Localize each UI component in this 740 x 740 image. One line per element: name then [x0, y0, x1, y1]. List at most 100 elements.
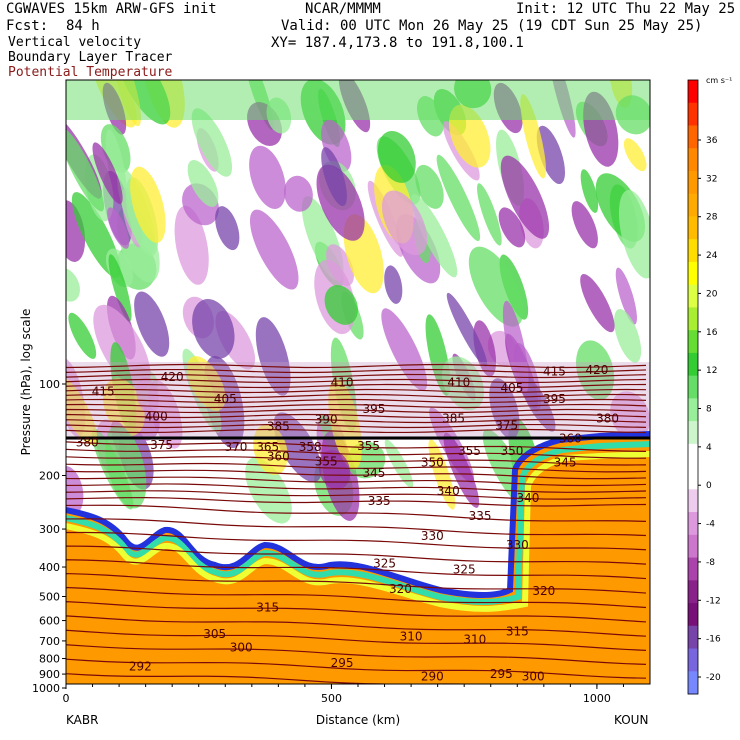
- isentrope-label: 335: [469, 509, 492, 523]
- isentrope-label: 355: [458, 444, 481, 458]
- fcst-value: 84 h: [66, 18, 100, 34]
- isentrope-label: 320: [532, 584, 555, 598]
- colorbar-swatch: [688, 534, 698, 559]
- colorbar-label: 20: [706, 289, 718, 299]
- cross-section-coords: XY= 187.4,173.8 to 191.8,100.1: [271, 35, 524, 51]
- velocity-blob: [449, 104, 491, 168]
- isentrope: [66, 601, 647, 623]
- y-tick-label: 100: [39, 378, 60, 391]
- isentrope-labels: 415 420 410 410 405 415 420 400 405 395 395 380 385 3…: [76, 363, 619, 683]
- isentrope: [66, 644, 647, 665]
- isentrope-label: 385: [442, 412, 465, 426]
- velocity-blob: [318, 450, 351, 490]
- valid-time: Valid: 00 UTC Mon 26 May 25 (19 CDT Sun …: [281, 18, 703, 34]
- velocity-blob: [623, 138, 647, 172]
- isentrope: [66, 658, 647, 679]
- colorbar-swatch: [688, 102, 698, 126]
- y-axis-label: Pressure (hPa), log scale: [19, 309, 33, 456]
- isentrope-label: 360: [267, 449, 290, 463]
- colorbar-swatch: [688, 603, 698, 627]
- isentrope-label: 295: [490, 667, 513, 681]
- colorbar-label: -16: [706, 635, 721, 645]
- colorbar-swatch: [688, 625, 698, 650]
- velocity-blob: [249, 145, 286, 209]
- isentrope-label: 400: [145, 410, 168, 424]
- isentrope: [66, 673, 490, 684]
- isentrope: [66, 629, 647, 651]
- y-tick-label: 1000: [32, 682, 60, 695]
- velocity-blob: [108, 254, 132, 322]
- isentrope-label: 375: [150, 438, 173, 452]
- isentrope-label: 358: [299, 440, 322, 454]
- isentrope: [66, 403, 647, 409]
- field-vertical-velocity: Vertical velocity: [8, 35, 142, 50]
- velocity-blob: [580, 169, 599, 213]
- colorbar-swatch: [688, 352, 698, 377]
- velocity-blob: [130, 166, 166, 243]
- colorbar-unit: cm s⁻¹: [706, 76, 732, 85]
- colorbar-swatch: [688, 466, 698, 490]
- velocity-blob: [415, 164, 444, 209]
- velocity-blob: [187, 160, 219, 207]
- isentrope: [66, 383, 647, 389]
- isentrope-label: 410: [331, 376, 354, 390]
- isentrope-label: 360: [559, 431, 582, 445]
- isentrope: [66, 545, 647, 565]
- velocity-blob: [446, 292, 488, 367]
- model-title: CGWAVES 15km ARW-GFS init: [6, 1, 217, 17]
- endpoint-right: KOUN: [614, 713, 648, 727]
- velocity-band-top: [66, 80, 650, 120]
- tracer-edge-yellow: [66, 451, 650, 612]
- velocity-blob: [489, 378, 520, 439]
- isentrope: [66, 572, 647, 594]
- isentrope-label: 330: [506, 538, 529, 552]
- velocity-blob: [377, 130, 416, 183]
- colorbar-swatch: [688, 148, 698, 172]
- velocity-blob: [615, 267, 637, 325]
- isentrope-label: 380: [596, 412, 619, 426]
- isentrope-label: 420: [161, 370, 184, 384]
- isentrope-label: 345: [362, 466, 385, 480]
- isentrope-label: 370: [224, 440, 247, 454]
- colorbar-swatch: [688, 671, 698, 695]
- velocity-blob: [255, 317, 291, 396]
- isentrope-label: 350: [421, 455, 444, 469]
- isentrope-label: 405: [214, 392, 237, 406]
- velocity-blob: [134, 291, 170, 357]
- isentrope: [66, 393, 647, 399]
- isentrope-label: 355: [315, 455, 338, 469]
- isentrope: [66, 490, 647, 500]
- colorbar: 36 32 28 24 20 16 12 8 4 0 -4 -8 -12 -16 -20: [687, 79, 721, 695]
- y-tick-label: 900: [39, 668, 60, 681]
- isentrope: [66, 469, 647, 480]
- fcst-label: Fcst:: [6, 18, 49, 34]
- center-label: NCAR/MMMM: [305, 1, 381, 17]
- velocity-blob: [477, 183, 502, 246]
- velocity-blob: [498, 207, 526, 248]
- colorbar-label: 32: [706, 174, 717, 184]
- colorbar-label: -20: [706, 673, 721, 683]
- velocity-blob: [192, 299, 235, 359]
- velocity-blob: [500, 155, 550, 239]
- velocity-blob: [249, 209, 299, 290]
- y-tick-label: 200: [39, 470, 60, 483]
- isentrope: [66, 428, 647, 434]
- colorbar-swatch: [688, 443, 698, 468]
- isentrope-label: 375: [495, 419, 518, 433]
- isentrope-label: 410: [447, 376, 470, 390]
- y-tick-label: 400: [39, 561, 60, 574]
- isentrope: [66, 423, 647, 429]
- isentrope-label: 340: [437, 484, 460, 498]
- velocity-blob: [411, 194, 458, 278]
- x-axis-label: Distance (km): [316, 713, 400, 727]
- velocity-blob: [92, 142, 123, 204]
- isentrope-label: 325: [453, 563, 476, 577]
- isentrope-lines: [66, 363, 647, 684]
- x-axis-ticks: 0 500 1000: [63, 684, 624, 705]
- colorbar-label: 16: [706, 328, 718, 338]
- isentrope-label: 415: [543, 365, 566, 379]
- velocity-blob: [66, 127, 105, 212]
- isentrope: [66, 418, 647, 424]
- isentrope: [66, 476, 647, 487]
- velocity-blob: [428, 439, 456, 510]
